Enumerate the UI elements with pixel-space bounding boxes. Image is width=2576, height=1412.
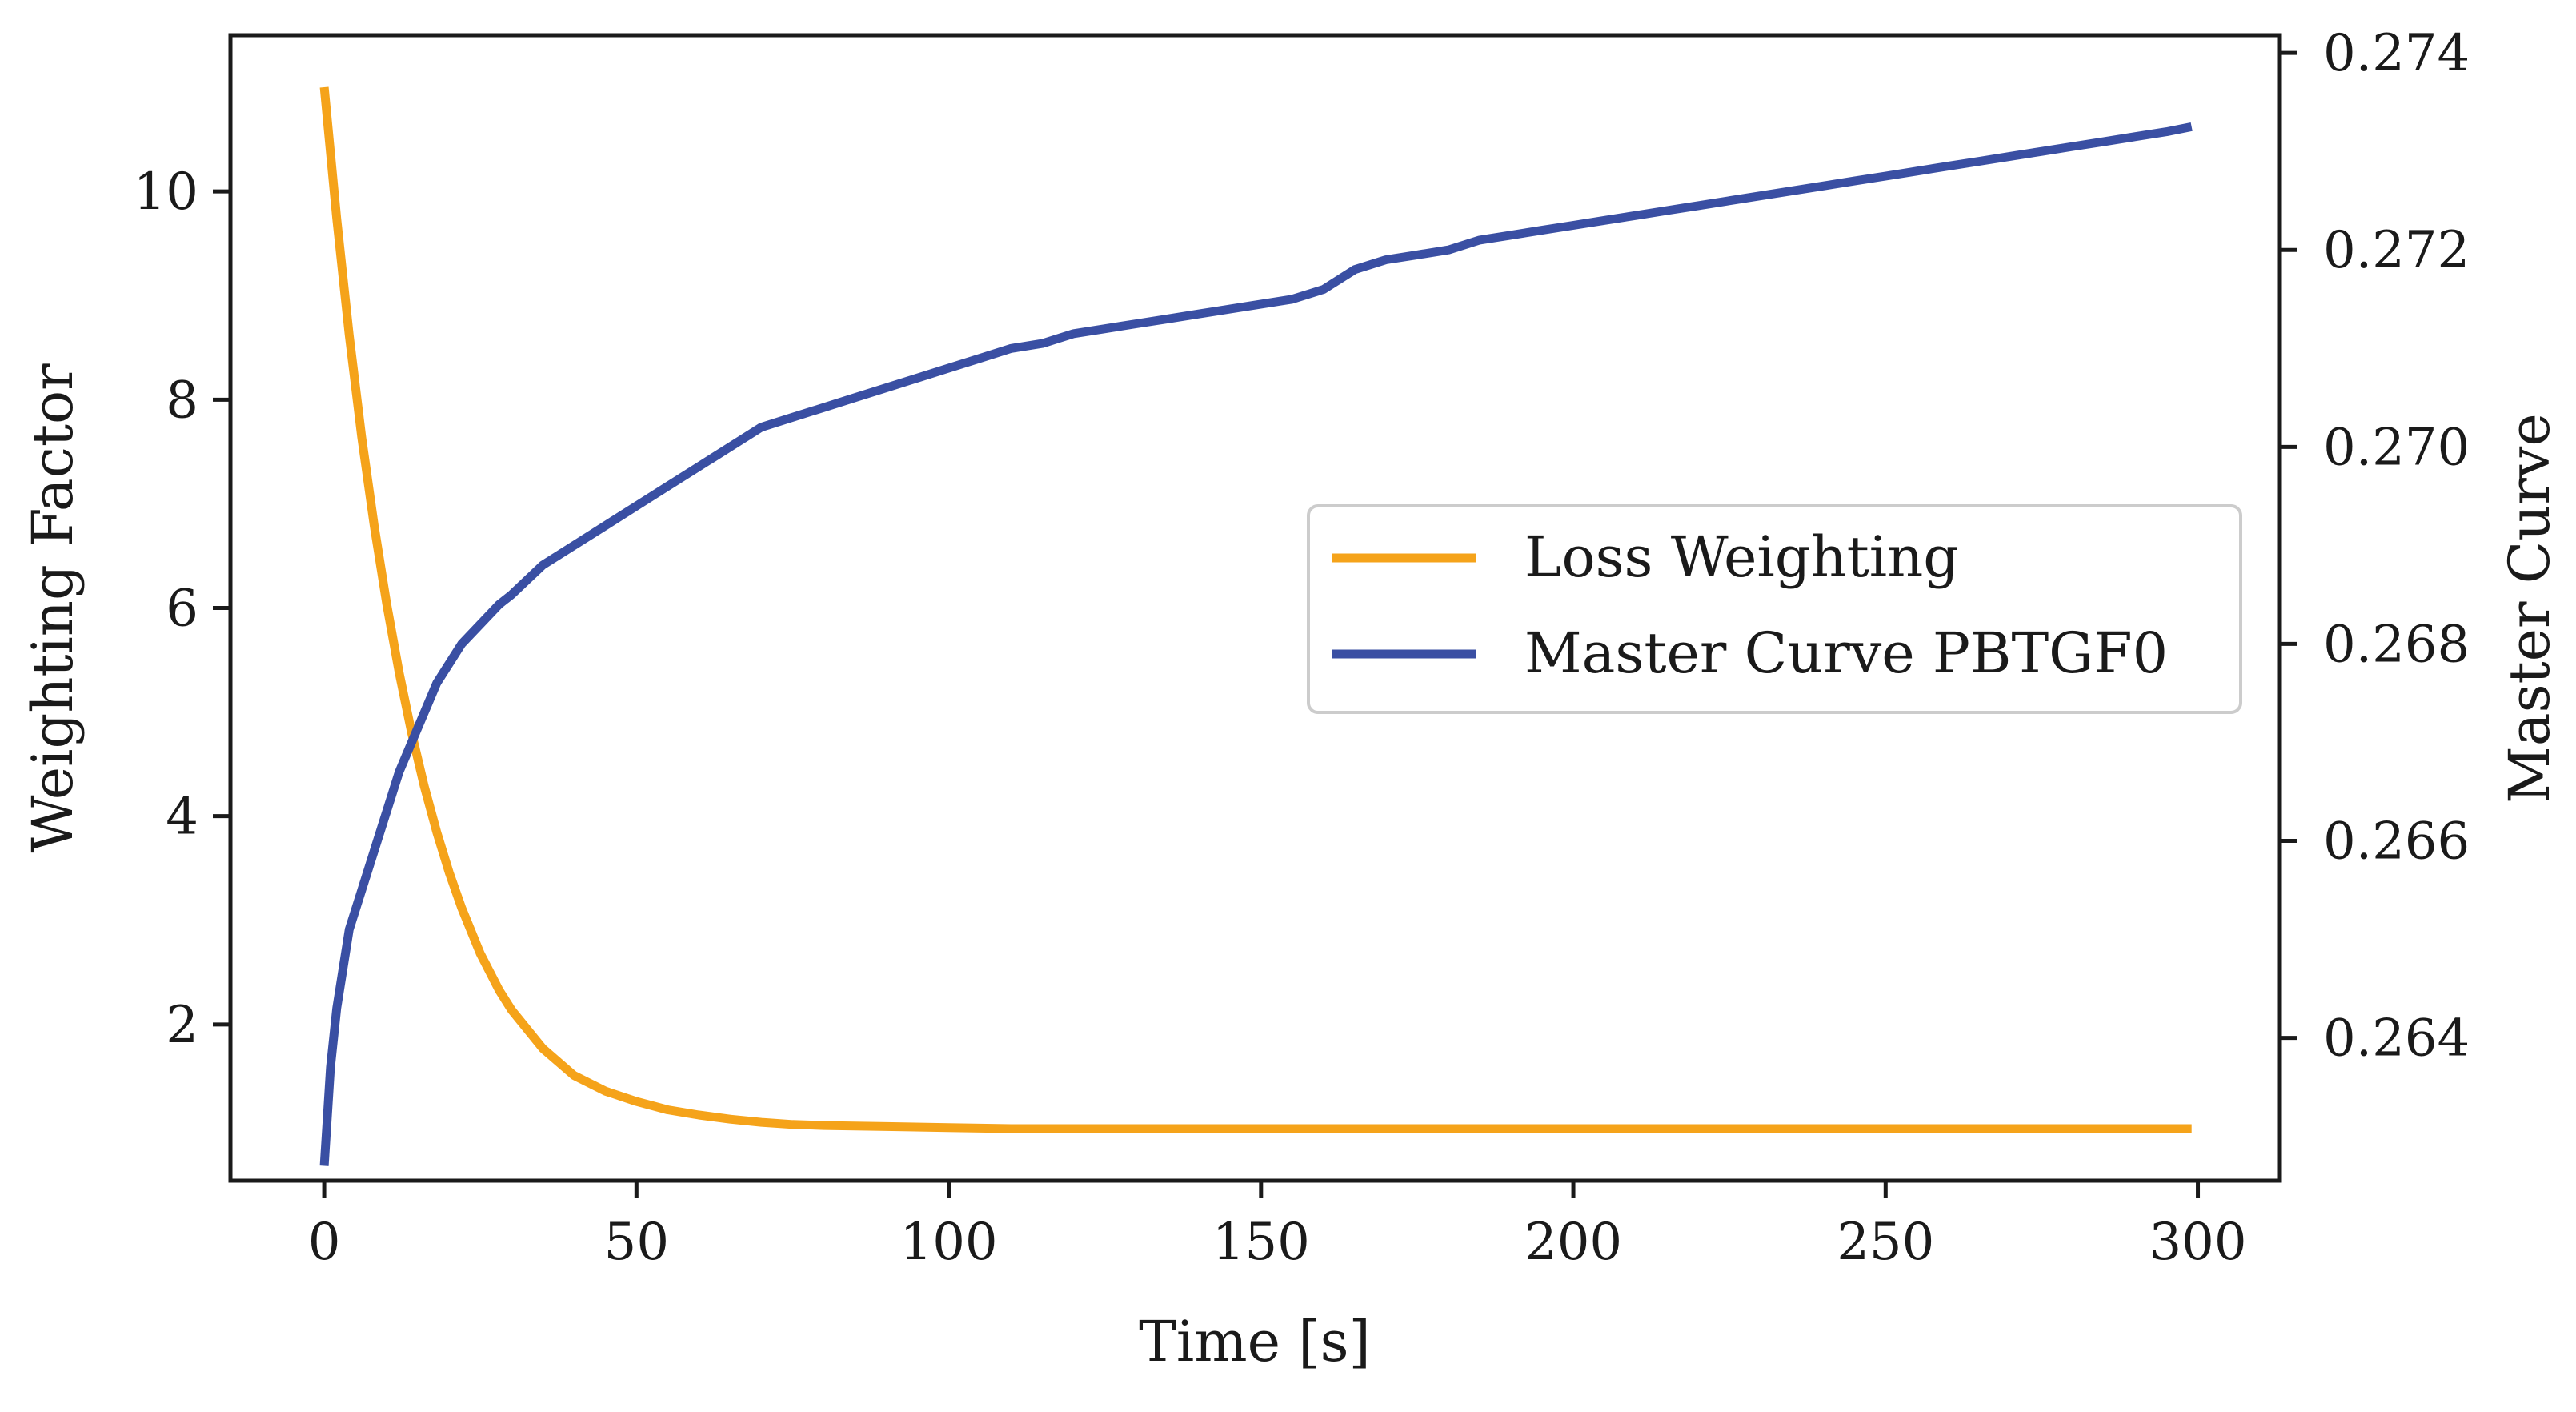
y-tick-label: 6 [166, 580, 198, 639]
y2-tick-label: 0.272 [2323, 221, 2470, 280]
x-tick-label: 50 [604, 1213, 669, 1272]
series-line-1 [319, 122, 2193, 1166]
legend-frame [1307, 504, 2242, 714]
y-tick-label: 8 [166, 371, 198, 430]
x-tick-label: 100 [899, 1213, 997, 1272]
y-tick-label: 10 [134, 162, 198, 222]
x-tick-label: 250 [1837, 1213, 1934, 1272]
legend: Loss Weighting Master Curve PBTGF0 [1307, 504, 2242, 714]
y2-tick-label: 0.266 [2323, 812, 2470, 871]
y2-tick-label: 0.264 [2323, 1009, 2470, 1069]
x-axis-label: Time [s] [1139, 1309, 1371, 1374]
x-tick-label: 200 [1524, 1213, 1622, 1272]
legend-label-master-curve: Master Curve PBTGF0 [1524, 620, 2168, 686]
series-layer [319, 86, 2193, 1166]
x-tick-label: 150 [1212, 1213, 1310, 1272]
legend-label-loss-weighting: Loss Weighting [1524, 524, 1959, 590]
x-tick-label: 0 [308, 1213, 341, 1272]
y2-tick-label: 0.270 [2323, 418, 2470, 477]
y-tick-label: 2 [166, 996, 198, 1055]
ticks-layer: 0 50 100 150 200 250 300 2 4 6 8 10 0.264 0.266 0.268 0… [134, 24, 2470, 1272]
series-line-0 [319, 86, 2192, 1133]
x-tick-label: 300 [2149, 1213, 2246, 1272]
y-tick-label: 4 [166, 788, 198, 847]
y-axis-label: Weighting Factor [20, 363, 86, 853]
y2-tick-label: 0.274 [2323, 24, 2470, 83]
y2-axis-label: Master Curve [2497, 413, 2562, 804]
y2-tick-label: 0.268 [2323, 615, 2470, 674]
